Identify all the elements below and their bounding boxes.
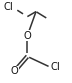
Text: Cl: Cl [50, 62, 60, 72]
Text: Cl: Cl [3, 2, 13, 12]
Text: O: O [11, 66, 18, 76]
Text: O: O [23, 31, 31, 41]
